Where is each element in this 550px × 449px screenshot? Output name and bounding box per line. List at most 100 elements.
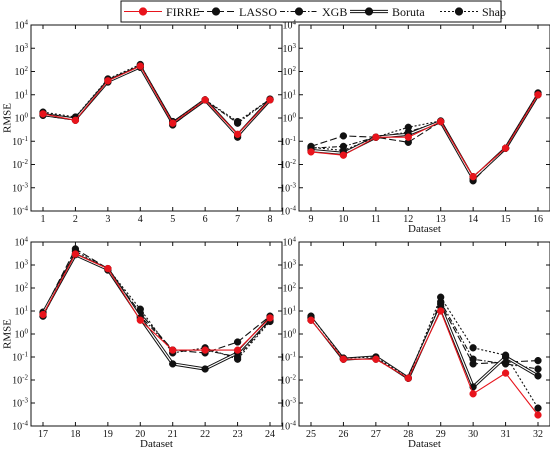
y-axis-label: RMSE <box>2 103 14 133</box>
y-tick-label: 100 <box>15 112 29 125</box>
y-tick-label: 103 <box>15 42 29 55</box>
series-line-firre <box>310 94 539 178</box>
series-line-firre <box>310 310 539 416</box>
x-tick-label: 14 <box>468 214 478 225</box>
x-tick-label: 7 <box>235 214 240 225</box>
y-tick-label: 10-2 <box>12 374 28 387</box>
y-tick-label: 103 <box>15 259 29 272</box>
x-tick-label: 30 <box>468 429 478 440</box>
data-point <box>437 117 445 126</box>
y-tick-label: 10-3 <box>12 181 28 194</box>
x-tick-label: 17 <box>38 429 48 440</box>
x-tick-label: 20 <box>135 429 145 440</box>
x-tick-label: 16 <box>533 214 543 225</box>
data-point <box>233 338 242 346</box>
data-point <box>233 355 242 363</box>
data-point <box>307 148 315 156</box>
y-axis-label: RMSE <box>2 319 14 349</box>
legend-marker <box>364 7 374 16</box>
x-tick-label: 12 <box>403 214 413 225</box>
x-tick-label: 25 <box>306 429 316 440</box>
x-tick-label: 24 <box>265 429 275 440</box>
series-line-firre <box>42 253 271 351</box>
data-point <box>534 356 542 365</box>
y-tick-label: 10-1 <box>12 135 28 148</box>
y-tick-label: 10-4 <box>12 420 28 433</box>
y-tick-label: 101 <box>283 88 297 101</box>
panel-2: 10-4 10-3 10-2 10-1 100 101 102 103 104 9 10 11 12 13… <box>280 19 550 235</box>
y-tick-label: 103 <box>283 259 297 272</box>
x-tick-label: 4 <box>138 214 143 225</box>
data-point <box>437 293 445 301</box>
data-point <box>404 123 412 131</box>
data-point <box>201 96 209 104</box>
data-point <box>233 117 242 126</box>
y-tick-label: 10-4 <box>280 420 296 433</box>
series-line-firre <box>42 65 271 135</box>
series-line-lasso <box>42 66 271 138</box>
y-tick-label: 10-3 <box>280 397 296 410</box>
x-tick-label: 23 <box>233 429 243 440</box>
data-point <box>136 305 144 313</box>
x-tick-label: 15 <box>501 214 511 225</box>
x-tick-label: 5 <box>170 214 175 225</box>
data-point <box>469 390 477 398</box>
legend-box <box>120 0 502 23</box>
data-point <box>534 365 542 373</box>
data-point <box>233 130 242 138</box>
y-tick-label: 10-1 <box>280 351 296 364</box>
x-tick-label: 3 <box>105 214 110 225</box>
legend-label: Boruta <box>392 5 425 19</box>
data-point <box>104 77 112 85</box>
plot-frame <box>298 24 550 212</box>
panel-3: 10-4 10-3 10-2 10-1 100 101 102 103 104 17 18 19 20 2… <box>2 236 283 449</box>
y-tick-label: 102 <box>283 282 297 295</box>
legend-marker <box>138 7 148 16</box>
data-point <box>71 250 80 258</box>
data-point <box>169 346 177 354</box>
data-point <box>266 314 274 322</box>
x-tick-label: 26 <box>338 429 348 440</box>
series-firre <box>39 250 274 354</box>
legend-item-shap: Shap <box>440 5 506 19</box>
x-tick-label: 19 <box>103 429 113 440</box>
data-point <box>339 132 348 140</box>
y-tick-label: 103 <box>283 42 297 55</box>
legend-item-boruta: Boruta <box>350 5 425 19</box>
legend-item-xgb: XGB <box>280 5 347 19</box>
series-boruta <box>307 303 542 391</box>
data-point <box>104 264 112 273</box>
y-tick-label: 10-2 <box>280 374 296 387</box>
data-point <box>501 351 510 359</box>
x-tick-label: 28 <box>403 429 413 440</box>
y-tick-label: 104 <box>15 19 29 32</box>
panel-4: 10-4 10-3 10-2 10-1 100 101 102 103 104 25 26 27 28 2… <box>280 236 550 449</box>
series-boruta <box>39 251 274 373</box>
data-point <box>501 360 510 368</box>
x-tick-label: 13 <box>436 214 446 225</box>
data-point <box>501 144 510 152</box>
y-tick-label: 10-3 <box>12 397 28 410</box>
data-point <box>437 307 445 315</box>
legend: FIRRE LASSO XGB Boruta Shap <box>120 0 506 23</box>
x-tick-label: 29 <box>436 429 446 440</box>
series-shap <box>307 293 542 412</box>
data-point <box>469 344 477 352</box>
data-point <box>534 91 542 99</box>
series-line-shap <box>42 250 271 360</box>
data-point <box>233 346 242 354</box>
y-tick-label: 101 <box>15 305 29 318</box>
x-tick-label: 18 <box>70 429 80 440</box>
data-point <box>169 119 177 127</box>
data-point <box>169 360 177 368</box>
data-point <box>136 316 144 324</box>
data-point <box>71 116 80 124</box>
data-point <box>339 151 348 159</box>
data-point <box>266 96 274 104</box>
series-line-lasso <box>42 248 271 354</box>
y-tick-label: 100 <box>15 328 29 341</box>
series-boruta <box>39 63 274 139</box>
legend-label: FIRRE <box>166 5 200 19</box>
data-point <box>39 110 47 118</box>
x-tick-label: 11 <box>371 214 381 225</box>
